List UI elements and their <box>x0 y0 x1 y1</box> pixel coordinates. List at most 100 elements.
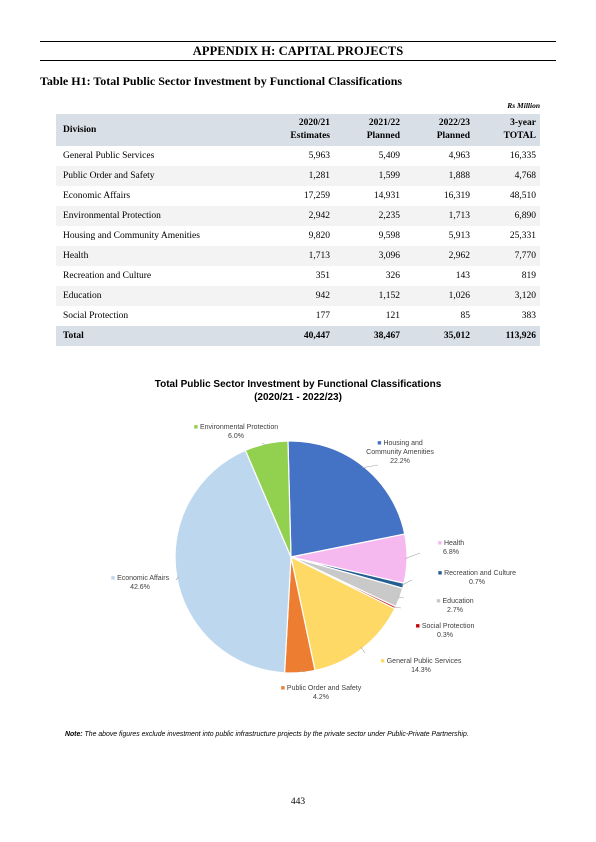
cell-3-year-total: 383 <box>521 311 536 321</box>
table-row: Education 942 1,152 1,026 3,120 <box>56 286 540 306</box>
cell-2020-21: 17,259 <box>303 191 330 201</box>
cell-2022-23: 1,888 <box>404 166 474 186</box>
top-rule <box>40 41 556 42</box>
cell-3-year-total: 6,890 <box>474 206 540 226</box>
cell-2020-21: 1,713 <box>264 246 334 266</box>
pie-label: ■ Environmental Protection 6.0% <box>194 424 279 440</box>
pie-label: ■ Economic Affairs 42.6% <box>111 575 170 591</box>
cell-2021-22: 121 <box>385 311 400 321</box>
row-division: Education <box>56 286 264 306</box>
leader-line <box>175 576 179 581</box>
pie-slice-environmental-protection <box>244 440 292 558</box>
cell-2022-23: 2,962 <box>404 246 474 266</box>
cell-3-year-total: 48,510 <box>509 191 536 201</box>
cell-2020-21: 351 <box>315 271 330 281</box>
pie-percent: 6.0% <box>228 433 244 440</box>
leader-line <box>393 606 402 609</box>
cell-3-year-total: 7,770 <box>474 246 540 266</box>
cell-2021-22: 1,599 <box>334 166 404 186</box>
table-row: Health 1,713 3,096 2,962 7,770 <box>56 246 540 266</box>
column-header-2022-23: 2022/23 Planned <box>404 114 474 146</box>
leader-line <box>397 596 405 599</box>
table-row: Housing and Community Amenities 9,820 9,59… <box>56 226 540 246</box>
pie-percent: 0.3% <box>437 632 453 639</box>
table-row: Economic Affairs 17,259 14,931 16,319 48,510 <box>56 186 540 206</box>
chart-subtitle: (2020/21 - 2022/23) <box>254 392 342 403</box>
total-label: Total <box>56 326 264 346</box>
cell-2020-21: 177 <box>315 311 330 321</box>
row-division: Public Order and Safety <box>56 166 264 186</box>
investment-pie-chart: Total Public Sector Investment by Functi… <box>111 379 516 701</box>
pie-slice-housing-and-community-amenities <box>287 440 406 558</box>
cell-2021-22: 14,931 <box>373 191 400 201</box>
pie-labels: ■ Housing and Community Amenities 22.2% ■ H… <box>111 424 516 701</box>
column-header-2020-21: 2020/21 Estimates <box>264 114 334 146</box>
leader-line <box>360 646 366 654</box>
table-row: Public Order and Safety 1,281 1,599 1,888 4,… <box>56 166 540 186</box>
unit-label: Rs Million <box>507 101 540 110</box>
pie-percent: 2.7% <box>447 607 463 614</box>
pie-slices <box>174 440 408 674</box>
leader-line <box>299 670 306 673</box>
total-2022-23: 35,012 <box>404 326 474 346</box>
pie-percent: 14.3% <box>411 667 431 674</box>
pie-label: ■ Education 2.7% <box>436 598 473 614</box>
column-header-division: Division <box>56 114 264 146</box>
cell-2022-23: 5,913 <box>448 231 470 241</box>
cell-2020-21: 1,281 <box>264 166 334 186</box>
table-row: Recreation and Culture 351 326 143 819 <box>56 266 540 286</box>
cell-2022-23: 143 <box>455 271 470 281</box>
cell-2022-23: 1,713 <box>404 206 474 226</box>
row-division: Environmental Protection <box>56 206 264 226</box>
leader-line <box>401 579 413 586</box>
cell-2021-22: 1,152 <box>334 286 404 306</box>
cell-3-year-total: 819 <box>521 271 536 281</box>
pie-label: ■ Public Order and Safety 4.2% <box>281 685 362 701</box>
pie-label: ■ General Public Services 14.3% <box>381 658 462 674</box>
leader-line <box>261 442 267 446</box>
pie-slice-economic-affairs <box>174 449 292 674</box>
cell-2021-22: 326 <box>385 271 400 281</box>
table-row: General Public Services 5,963 5,409 4,963 16… <box>56 146 540 166</box>
note-text: The above figures exclude investment int… <box>84 731 469 738</box>
cell-2022-23: 1,026 <box>404 286 474 306</box>
cell-2020-21: 942 <box>264 286 334 306</box>
pie-percent: 0.7% <box>469 579 485 586</box>
pie-label: ■ Housing and Community Amenities 22.2% <box>366 440 434 465</box>
row-division: Health <box>56 246 264 266</box>
pie-percent: 6.8% <box>443 549 459 556</box>
table-title: Table H1: Total Public Sector Investment… <box>40 74 403 88</box>
table-row: Environmental Protection 2,942 2,235 1,713 6… <box>56 206 540 226</box>
cell-2020-21: 2,942 <box>264 206 334 226</box>
pie-percent: 22.2% <box>390 458 410 465</box>
row-division: Recreation and Culture <box>63 271 152 281</box>
cell-2021-22: 2,235 <box>334 206 404 226</box>
total-3-year: 113,926 <box>474 326 540 346</box>
row-division: Housing and Community Amenities <box>63 231 200 241</box>
cell-3-year-total: 25,331 <box>509 231 536 241</box>
total-2020-21: 40,447 <box>264 326 334 346</box>
cell-2020-21: 9,820 <box>308 231 330 241</box>
leader-line <box>404 552 421 559</box>
column-header-3-year-total: 3-year TOTAL <box>474 114 540 146</box>
cell-2022-23: 85 <box>460 311 471 321</box>
leader-line <box>361 464 379 469</box>
pie-label: ■ Health 6.8% <box>438 540 465 556</box>
pie-percent: 4.2% <box>313 694 329 701</box>
appendix-title: APPENDIX H: CAPITAL PROJECTS <box>192 44 404 58</box>
footnote: Note: The above figures exclude investme… <box>65 731 469 738</box>
page-number: 443 <box>290 797 306 807</box>
row-division: Economic Affairs <box>63 191 131 201</box>
cell-3-year-total: 16,335 <box>509 151 536 161</box>
chart-title: Total Public Sector Investment by Functi… <box>155 379 442 390</box>
total-row: Total 40,447 38,467 35,012 113,926 <box>56 326 540 346</box>
cell-2020-21: 5,963 <box>308 151 330 161</box>
pie-label: ■ Social Protection 0.3% <box>416 623 475 639</box>
row-division: Social Protection <box>63 311 129 321</box>
pie-percent: 42.6% <box>130 584 150 591</box>
table-header-row: Division 2020/21 Estimates 2021/22 Planned… <box>56 114 540 146</box>
cell-2021-22: 9,598 <box>378 231 400 241</box>
cell-3-year-total: 4,768 <box>474 166 540 186</box>
pie-label: ■ Recreation and Culture 0.7% <box>438 570 516 586</box>
cell-2021-22: 5,409 <box>378 151 400 161</box>
